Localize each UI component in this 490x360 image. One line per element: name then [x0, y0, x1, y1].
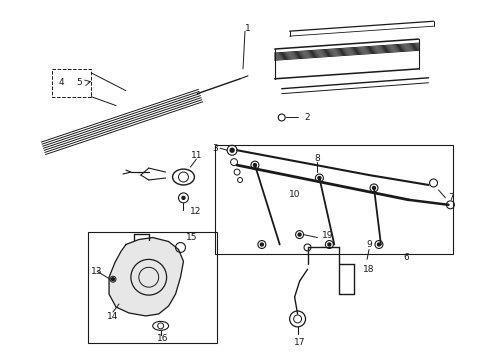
Text: 3: 3	[213, 144, 218, 153]
Circle shape	[318, 176, 321, 180]
Text: 10: 10	[289, 190, 300, 199]
Text: 17: 17	[294, 338, 305, 347]
Text: 7: 7	[448, 193, 454, 202]
Text: 1: 1	[245, 24, 251, 33]
Circle shape	[182, 196, 185, 199]
Text: 4: 4	[59, 78, 64, 87]
Polygon shape	[109, 238, 183, 316]
Text: 13: 13	[92, 267, 103, 276]
Text: 16: 16	[157, 334, 169, 343]
Text: 19: 19	[321, 231, 333, 240]
Text: 18: 18	[363, 265, 375, 274]
Text: 9: 9	[366, 240, 372, 249]
Text: 2: 2	[305, 113, 310, 122]
Circle shape	[298, 233, 301, 236]
Circle shape	[253, 164, 256, 167]
Text: 14: 14	[107, 312, 119, 321]
Circle shape	[372, 186, 375, 189]
Bar	[215, 145, 453, 255]
Text: 11: 11	[191, 151, 202, 160]
Bar	[51, 69, 91, 96]
Circle shape	[377, 243, 380, 246]
Text: 12: 12	[190, 207, 201, 216]
Text: 5: 5	[76, 78, 82, 87]
Circle shape	[112, 278, 115, 281]
Text: 6: 6	[404, 253, 410, 262]
Circle shape	[328, 243, 331, 246]
Circle shape	[260, 243, 263, 246]
Bar	[88, 231, 217, 343]
Text: 15: 15	[186, 233, 197, 242]
Circle shape	[230, 148, 234, 152]
Text: 8: 8	[315, 154, 320, 163]
